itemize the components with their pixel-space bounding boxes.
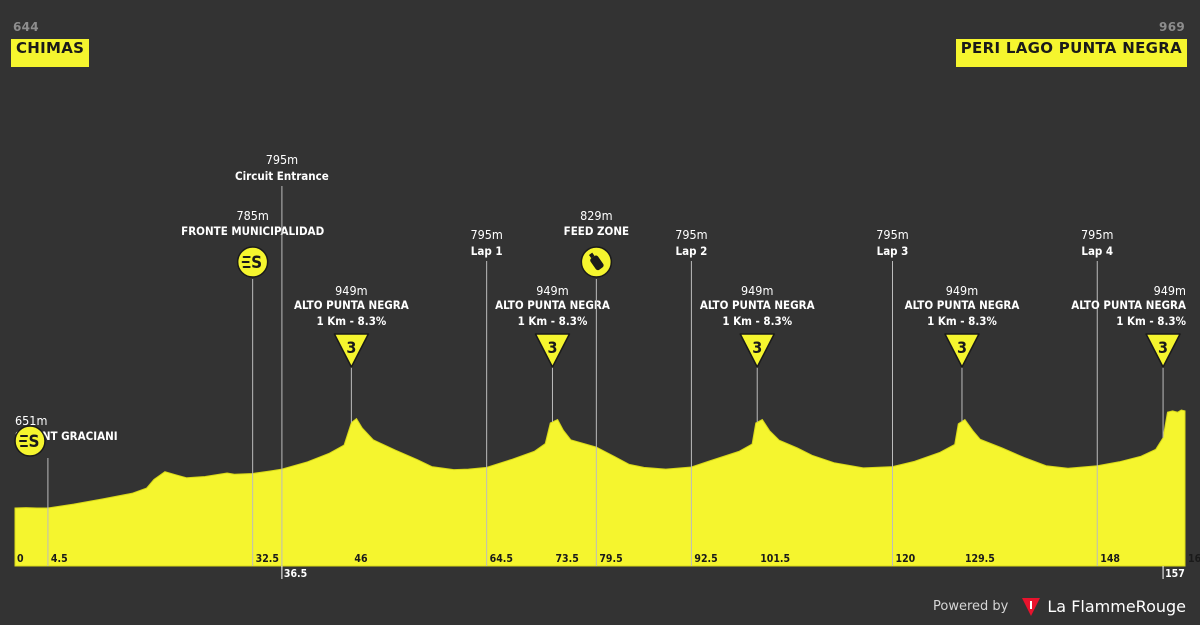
kom-icon-triangle (739, 333, 775, 368)
marker-label: ALTO PUNTA NEGRA (700, 298, 815, 312)
marker-elevation: 949m (946, 283, 978, 298)
kom-icon-category: 3 (547, 338, 557, 357)
sprint-icon-letter: S (28, 432, 39, 452)
kom-icon: 3 (333, 333, 370, 368)
x-tick-label-64-5: 64.5 (490, 553, 513, 565)
annotation-lap-4-11: 795m Lap 4 (1081, 227, 1113, 566)
sprint-icon-circle (14, 425, 46, 457)
kom-icon-triangle (1145, 333, 1181, 368)
kom-icon-category: 3 (752, 338, 762, 357)
finish-altitude: 969 (1159, 20, 1185, 34)
sprint-icon-letter: S (251, 253, 262, 273)
marker-elevation: 795m (470, 227, 502, 242)
marker-detail: 1 Km - 8.3% (722, 314, 792, 328)
marker-elevation: 949m (741, 283, 773, 298)
marker-detail: 1 Km - 8.3% (316, 314, 386, 328)
kom-icon-triangle (333, 333, 370, 368)
marker-label: Lap 1 (471, 244, 503, 258)
x-tick-label-160: 160 (1188, 553, 1200, 565)
marker-detail: 1 Km - 8.3% (518, 314, 588, 328)
marker-label: Circuit Entrance (235, 169, 329, 183)
x-tick-label-79-5: 79.5 (599, 553, 622, 565)
marker-detail: 1 Km - 8.3% (927, 314, 997, 328)
x-tick-label-157: 157 (1165, 568, 1185, 580)
marker-label: Lap 3 (877, 244, 909, 258)
brand-name: La FlammeRouge (1047, 596, 1186, 616)
marker-elevation: 949m (1154, 283, 1186, 298)
x-tick-label-92-5: 92.5 (694, 553, 717, 565)
marker-label: ALTO PUNTA NEGRA (905, 298, 1020, 312)
marker-elevation: 795m (675, 227, 707, 242)
x-tick-label-4-5: 4.5 (51, 553, 68, 565)
annotation-lap-3-9: 795m Lap 3 (876, 227, 909, 566)
annotation-circuit-entrance-2: 795m Circuit Entrance (235, 152, 329, 566)
feed-icon-cap (588, 252, 595, 259)
kom-icon-triangle (944, 333, 980, 368)
marker-elevation: 785m (236, 208, 268, 223)
marker-elevation: 949m (536, 283, 568, 298)
kom-icon: 3 (1145, 333, 1181, 368)
marker-label: FEED ZONE (564, 224, 629, 238)
finish-location-label: PERI LAGO PUNTA NEGRA (955, 39, 1187, 67)
x-tick-label-73-5: 73.5 (555, 553, 578, 565)
x-tick-label-36-5: 36.5 (284, 568, 307, 580)
powered-by-text: Powered by (933, 598, 1009, 614)
x-tick-label-129-5: 129.5 (965, 553, 995, 565)
kom-icon: 3 (739, 333, 775, 368)
x-tick-label-46: 46 (354, 553, 368, 565)
annotation-lap-2-7: 795m Lap 2 (675, 227, 708, 566)
marker-elevation: 949m (335, 283, 367, 298)
marker-label: ALTO PUNTA NEGRA (1071, 298, 1186, 312)
start-altitude: 644 (13, 20, 39, 34)
marker-label: FRONTE MUNICIPALIDAD (181, 224, 324, 238)
footer-branding: Powered by La FlammeRouge (933, 595, 1186, 617)
sprint-icon-lines (241, 256, 251, 268)
marker-label: Lap 2 (676, 244, 708, 258)
elevation-profile-area (14, 409, 1186, 567)
kom-icon-category: 3 (1158, 338, 1168, 357)
kom-icon: 3 (534, 333, 571, 368)
marker-elevation: 795m (266, 152, 298, 167)
sprint-icon-circle (236, 246, 269, 278)
sprint-icon: S (14, 425, 46, 457)
annotation-lap-1-4: 795m Lap 1 (470, 227, 503, 566)
x-tick-label-32-5: 32.5 (256, 553, 279, 565)
kom-icon-category: 3 (346, 338, 356, 357)
marker-elevation: 795m (1081, 227, 1113, 242)
marker-elevation: 829m (580, 208, 612, 223)
start-location-label: CHIMAS (11, 39, 90, 67)
kom-icon: 3 (944, 333, 980, 368)
kom-icon-category: 3 (957, 338, 967, 357)
marker-detail: 1 Km - 8.3% (1116, 314, 1186, 328)
feed-icon-bottle (590, 255, 604, 271)
marker-elevation: 795m (876, 227, 908, 242)
marker-elevation: 651m (15, 413, 47, 428)
x-tick-label-120: 120 (896, 553, 916, 565)
x-tick-label-0: 0 (17, 553, 24, 565)
la-flamme-rouge-logo-icon (1022, 598, 1041, 616)
feed-bottle-icon (580, 246, 613, 278)
sprint-icon-lines (19, 435, 28, 447)
marker-label: ALTO PUNTA NEGRA (294, 298, 409, 312)
marker-label: Lap 4 (1081, 244, 1113, 258)
marker-label: ALTO PUNTA NEGRA (495, 298, 610, 312)
x-tick-label-148: 148 (1100, 553, 1120, 565)
sprint-icon: S (236, 246, 269, 278)
kom-icon-triangle (534, 333, 571, 368)
x-tick-label-101-5: 101.5 (760, 553, 790, 565)
